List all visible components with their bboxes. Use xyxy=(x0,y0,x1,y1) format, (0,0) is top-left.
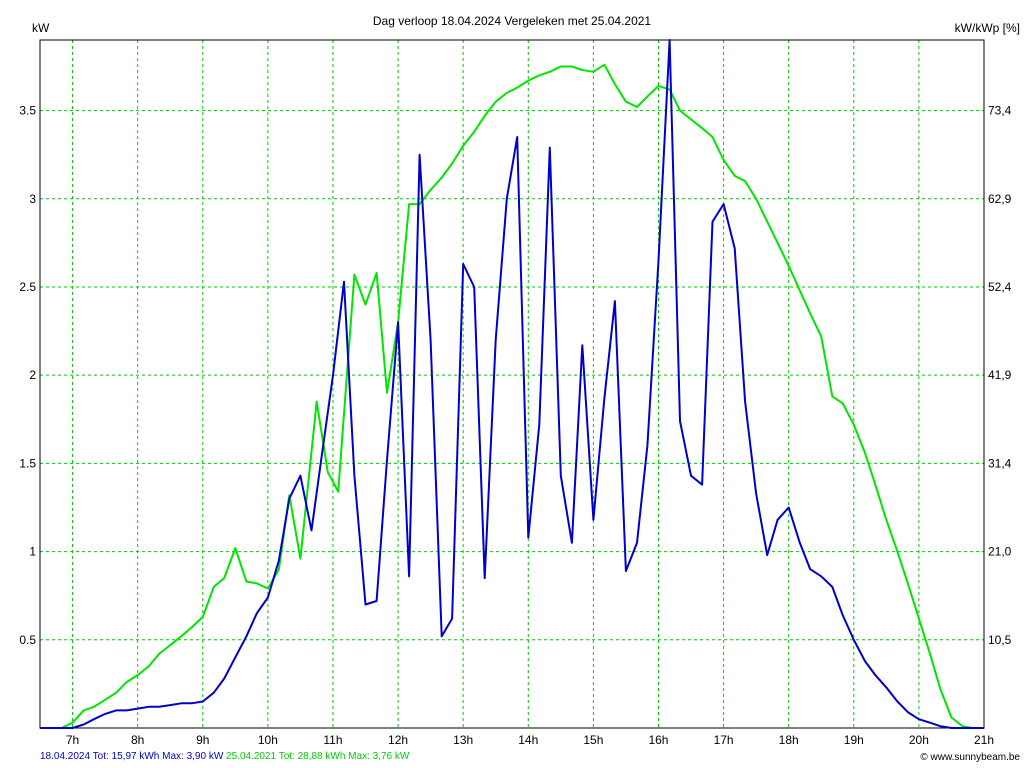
y-tick-label-right: 21,0 xyxy=(988,545,1012,559)
y-tick-label-left: 3.5 xyxy=(19,104,36,118)
axis-ticks: 7h 8h 9h 10h 11h 12h 13h 14h 15h 16h 17h 18h 19h 20h 2… xyxy=(19,104,1011,747)
x-tick-label: 15h xyxy=(583,733,603,747)
x-tick-label: 11h xyxy=(323,733,342,747)
y-tick-label-left: 3 xyxy=(29,192,36,206)
x-tick-label: 13h xyxy=(453,733,473,747)
footer-summary: 18.04.2024 Tot: 15,97 kWh Max: 3,90 kW 2… xyxy=(40,751,409,762)
y-tick-label-right: 62,9 xyxy=(988,192,1012,206)
y-tick-label-left: 2.5 xyxy=(19,280,36,294)
y-tick-label-right: 31,4 xyxy=(988,456,1012,470)
footer-green-summary: 25.04.2021 Tot: 28,88 kWh Max: 3,76 kW xyxy=(226,751,410,762)
x-tick-label: 7h xyxy=(66,733,79,747)
y-tick-label-right: 10,5 xyxy=(988,633,1012,647)
x-tick-label: 18h xyxy=(779,733,799,747)
x-tick-label: 21h xyxy=(974,733,994,747)
y-tick-label-left: 2 xyxy=(29,368,36,382)
grid xyxy=(40,40,984,728)
x-tick-label: 10h xyxy=(258,733,278,747)
series xyxy=(40,39,984,729)
series-line-25-04-2021 xyxy=(40,63,984,729)
x-tick-label: 20h xyxy=(909,733,929,747)
x-tick-label: 9h xyxy=(196,733,209,747)
x-tick-label: 17h xyxy=(714,733,734,747)
x-tick-label: 14h xyxy=(518,733,538,747)
x-tick-label: 8h xyxy=(131,733,144,747)
footer-blue-summary: 18.04.2024 Tot: 15,97 kWh Max: 3,90 kW xyxy=(40,751,224,762)
y-tick-label-left: 0.5 xyxy=(19,633,36,647)
y-tick-label-right: 41,9 xyxy=(988,368,1012,382)
y-axis-label-right: kW/kWp [%] xyxy=(955,21,1020,35)
x-tick-label: 19h xyxy=(844,733,864,747)
y-axis-label-left: kW xyxy=(32,21,50,35)
chart-title: Dag verloop 18.04.2024 Vergeleken met 25… xyxy=(373,14,652,28)
y-tick-label-left: 1 xyxy=(29,545,36,559)
x-tick-label: 12h xyxy=(388,733,408,747)
y-tick-label-left: 1.5 xyxy=(19,456,36,470)
series-line-18-04-2024 xyxy=(40,39,984,729)
plot-frame xyxy=(39,39,985,729)
y-tick-label-right: 52,4 xyxy=(988,280,1012,294)
y-tick-label-right: 73,4 xyxy=(988,104,1012,118)
credit-text: © www.sunnybeam.be xyxy=(920,752,1020,763)
x-tick-label: 16h xyxy=(648,733,668,747)
